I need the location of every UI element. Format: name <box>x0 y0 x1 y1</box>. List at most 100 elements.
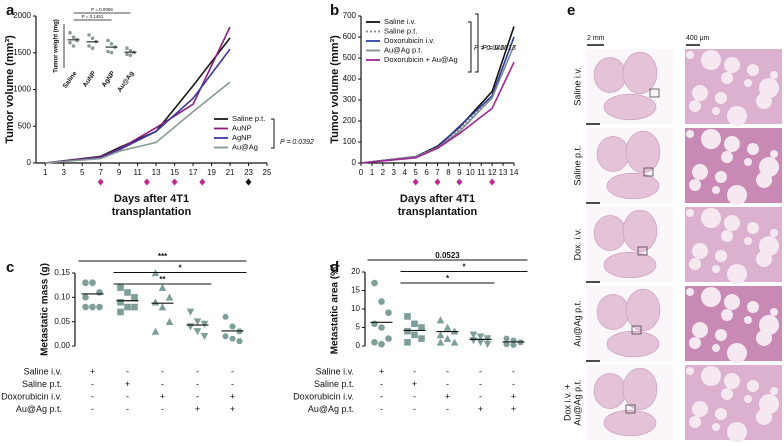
treatment-label: Au@Ag p.t. <box>16 404 62 414</box>
alveolus <box>715 92 727 104</box>
inset-point <box>125 52 129 57</box>
inset-point <box>90 36 95 41</box>
y-tick-label: 20 <box>351 267 360 276</box>
data-point <box>96 289 103 296</box>
scale-bar-label: 2 mm <box>587 35 605 42</box>
data-point <box>436 338 445 346</box>
inset-point <box>71 35 76 39</box>
significance-label: 0.0523 <box>435 251 460 260</box>
tissue <box>593 215 627 251</box>
row-label: Saline i.v. <box>572 67 582 105</box>
data-point <box>378 324 385 331</box>
tissue <box>593 57 627 93</box>
inset-point <box>87 33 91 37</box>
panel-label: b <box>330 2 339 19</box>
tissue <box>606 330 660 358</box>
alveolus <box>689 258 701 270</box>
x-tick-label: 5 <box>413 168 418 177</box>
y-tick-label: 100 <box>343 137 357 146</box>
treatment-label: Au@Ag p.t. <box>308 404 354 414</box>
treatment-sign: - <box>231 379 234 389</box>
treatment-sign: - <box>161 366 164 376</box>
treatment-sign: - <box>446 366 449 376</box>
data-point <box>186 323 195 331</box>
data-point <box>371 279 378 287</box>
data-point <box>404 339 411 346</box>
x-axis-label: Days after 4T1 <box>400 193 475 205</box>
alveolus <box>715 171 727 183</box>
data-point <box>385 309 392 317</box>
data-point <box>151 298 160 306</box>
y-tick-label: 0.15 <box>54 268 70 277</box>
alveolus <box>692 401 708 417</box>
inset-point <box>128 53 133 58</box>
alveolus <box>727 343 747 363</box>
alveolus <box>686 367 694 375</box>
panel-label: e <box>567 2 575 19</box>
x-tick-label: 10 <box>466 168 475 177</box>
treatment-label: Doxorubicin i.v. <box>293 391 354 401</box>
treatment-sign: + <box>379 366 384 376</box>
treatment-sign: - <box>196 391 199 401</box>
significance-label: * <box>178 264 182 273</box>
alveolus <box>747 64 759 76</box>
alveolus <box>689 100 701 112</box>
inset-point <box>68 31 72 35</box>
row-label: Dox i.v. + <box>562 384 572 421</box>
x-tick-label: 11 <box>133 168 142 177</box>
tissue <box>596 136 630 172</box>
data-point <box>236 338 243 344</box>
treatment-sign: - <box>479 379 482 389</box>
alveolus <box>692 85 708 101</box>
data-point <box>131 294 138 301</box>
data-point <box>200 332 209 341</box>
bracket <box>468 21 472 73</box>
alveolus <box>724 373 740 389</box>
alveolus <box>724 215 740 231</box>
data-point <box>165 293 174 301</box>
x-tick-label: 23 <box>244 168 253 177</box>
legend-label: AuNP <box>232 123 252 132</box>
alveolus <box>686 130 694 138</box>
data-point <box>158 303 167 311</box>
treatment-sign: - <box>380 391 383 401</box>
inset-point <box>106 49 110 54</box>
treatment-sign: - <box>380 404 383 414</box>
bracket <box>271 118 275 149</box>
inset-point <box>106 38 110 43</box>
alveolus <box>744 158 752 166</box>
treatment-sign: - <box>126 391 129 401</box>
alveolus <box>692 164 708 180</box>
x-tick-label: 1 <box>370 168 375 177</box>
dose-marker <box>199 178 206 186</box>
treatment-sign: + <box>195 404 200 414</box>
treatment-sign: + <box>412 379 417 389</box>
treatment-label: Saline p.t. <box>314 379 354 389</box>
treatment-sign: - <box>446 404 449 414</box>
alveolus <box>692 322 708 338</box>
alveolus <box>744 316 752 324</box>
alveolus <box>727 422 747 442</box>
alveolus <box>686 51 694 59</box>
alveolus <box>770 71 778 79</box>
data-point <box>450 338 459 346</box>
x-tick-label: 14 <box>510 168 519 177</box>
y-tick-label: 300 <box>343 95 357 104</box>
alveolus <box>686 209 694 217</box>
alveolus <box>701 366 721 386</box>
y-tick-label: 2000 <box>13 11 31 20</box>
data-point <box>89 279 96 287</box>
zoom-box <box>643 167 654 177</box>
tissue <box>625 130 661 174</box>
alveolus <box>721 230 733 242</box>
alveolus <box>727 106 747 126</box>
inset-p-value: P = 0.0056 <box>91 7 113 12</box>
x-tick-label: 15 <box>170 168 179 177</box>
treatment-label: Saline i.v. <box>24 366 62 376</box>
treatment-sign: + <box>445 391 450 401</box>
scale-bar-label: 400 μm <box>686 35 710 42</box>
y-axis-label: Metastatic mass (g) <box>40 263 51 356</box>
data-point <box>229 335 236 342</box>
alveolus <box>770 308 778 316</box>
